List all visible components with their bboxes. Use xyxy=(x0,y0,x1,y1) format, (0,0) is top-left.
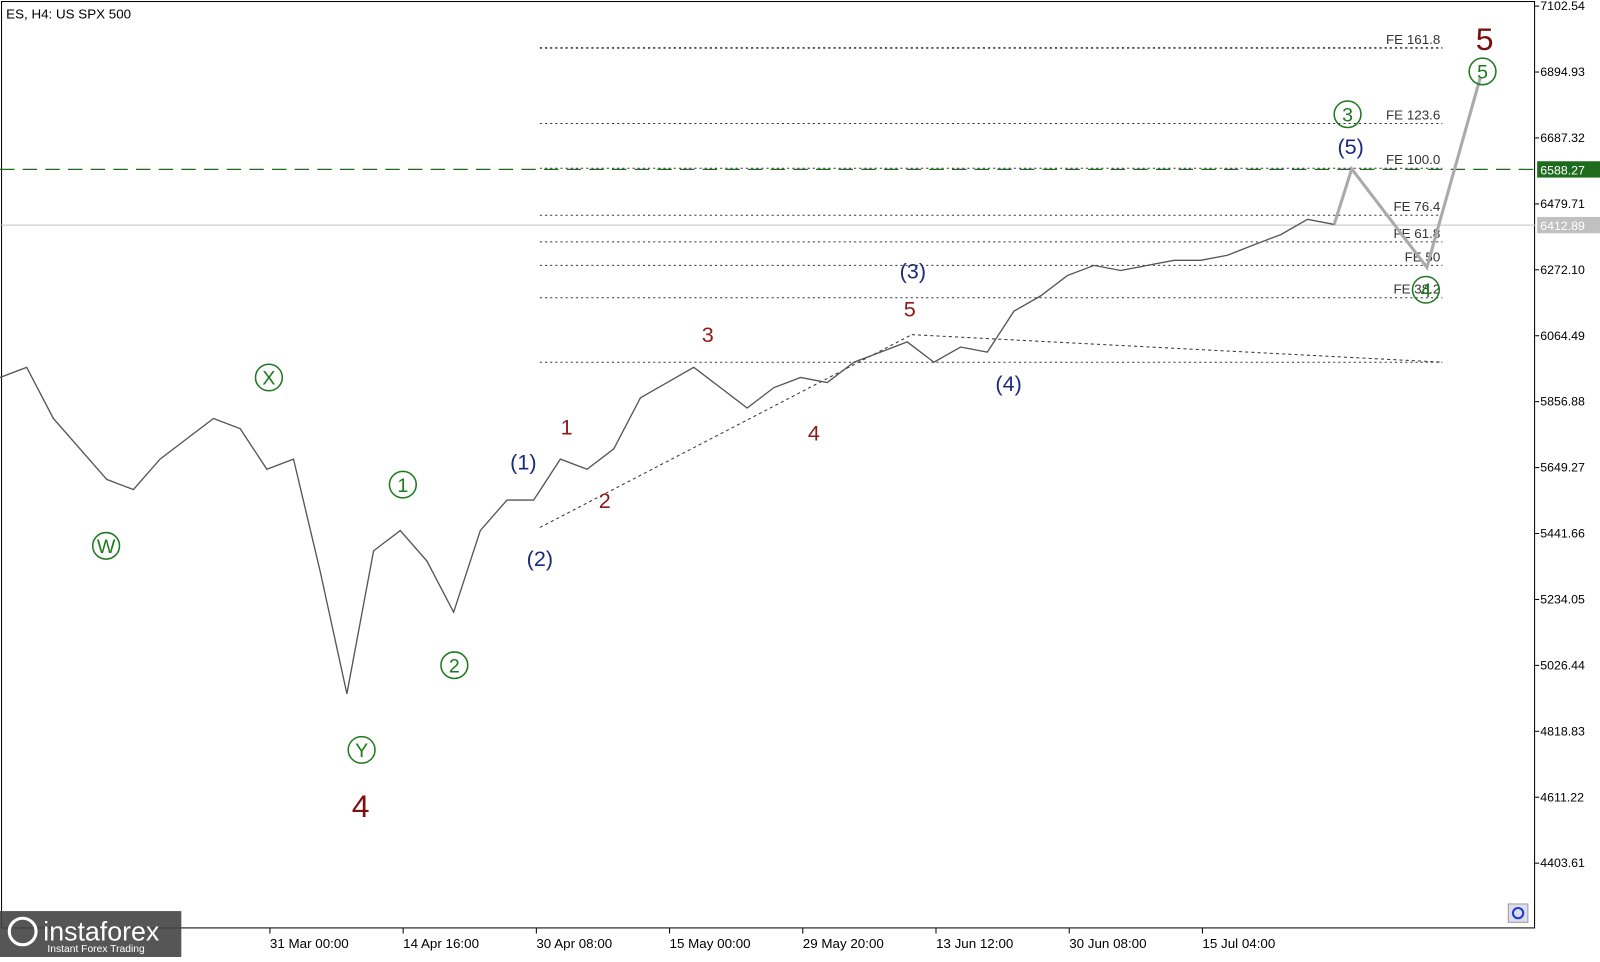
y-tick-label: 6272.10 xyxy=(1540,263,1585,277)
wave-circle xyxy=(347,735,376,764)
y-tick-label: 5441.66 xyxy=(1540,527,1585,541)
y-tick-label: 6894.93 xyxy=(1540,65,1585,79)
x-tick-label: 15 May 00:00 xyxy=(670,936,751,951)
wave-label: 1 xyxy=(397,475,408,497)
wave-label: 5 xyxy=(904,297,916,321)
current-price-box xyxy=(1537,216,1600,234)
wave-label: (4) xyxy=(995,372,1021,396)
x-tick-label: 13 Jun 12:00 xyxy=(936,936,1013,951)
logo: instaforex Instant Forex Trading xyxy=(0,911,182,957)
y-tick-label: 4611.22 xyxy=(1540,790,1584,804)
current-price-label: 6412.89 xyxy=(1540,219,1585,233)
wave-label: 2 xyxy=(599,489,611,513)
y-tick-label: 5856.88 xyxy=(1540,395,1585,409)
wave-label: 4 xyxy=(808,422,820,446)
x-tick-label: 31 Mar 00:00 xyxy=(270,936,349,951)
logo-name: instaforex xyxy=(43,917,160,947)
wave-label: (1) xyxy=(510,450,536,474)
wave-circle xyxy=(254,363,284,392)
projection-path xyxy=(1332,76,1482,271)
wave-label: 5 xyxy=(1476,21,1494,57)
wave-label: X xyxy=(262,368,275,390)
chart-title: ES, H4: US SPX 500 xyxy=(6,6,131,21)
corner-icon xyxy=(1507,903,1529,923)
wave-circle xyxy=(1468,57,1497,86)
fe-label: FE 100.0 xyxy=(1386,152,1440,167)
x-tick-label: 15 Jul 04:00 xyxy=(1202,936,1275,951)
x-tick-label: 30 Apr 08:00 xyxy=(536,936,612,951)
fe-label: FE 76.4 xyxy=(1393,199,1440,214)
wave-label: 2 xyxy=(449,655,460,677)
y-tick-label: 5026.44 xyxy=(1540,659,1585,673)
wave-circle xyxy=(1333,100,1362,129)
target-price-box xyxy=(1537,161,1600,178)
corner-icon xyxy=(1511,907,1525,920)
x-tick-label: 29 May 20:00 xyxy=(803,936,884,951)
y-tick-label: 6479.71 xyxy=(1540,197,1585,211)
wave-circle xyxy=(388,470,417,499)
y-tick-label: 5649.27 xyxy=(1540,461,1585,475)
target-price-label: 6588.27 xyxy=(1540,164,1585,178)
plot-frame xyxy=(1,1,1536,929)
wave-label: 5 xyxy=(1477,62,1488,84)
wave-circle xyxy=(91,531,121,560)
trend-line xyxy=(911,334,1443,363)
x-tick-label: 14 Apr 16:00 xyxy=(403,936,479,951)
wave-label: 4 xyxy=(352,788,370,824)
x-tick-label: 30 Jun 08:00 xyxy=(1069,936,1146,951)
wave-circle xyxy=(1411,275,1441,304)
wave-label: (3) xyxy=(900,260,926,284)
wave-label: Y xyxy=(355,740,368,762)
trend-line xyxy=(539,334,913,528)
wave-label: 1 xyxy=(561,416,573,440)
wave-label: 3 xyxy=(1342,104,1353,126)
fe-label: FE 38.2 xyxy=(1393,282,1440,297)
wave-label: 4 xyxy=(1420,280,1431,302)
logo-tagline: Instant Forex Trading xyxy=(47,944,145,955)
logo-icon xyxy=(7,916,38,947)
fe-label: FE 161.8 xyxy=(1386,32,1440,47)
wave-label: 3 xyxy=(702,323,714,347)
y-tick-label: 6687.32 xyxy=(1540,131,1585,145)
y-tick-label: 6064.49 xyxy=(1540,329,1585,343)
fe-label: FE 123.6 xyxy=(1386,107,1440,122)
y-tick-label: 7102.54 xyxy=(1540,0,1585,13)
wave-circle xyxy=(440,651,469,680)
price-line xyxy=(0,218,1335,694)
y-tick-label: 4818.83 xyxy=(1540,724,1585,738)
y-tick-label: 5234.05 xyxy=(1540,593,1585,607)
wave-label: (5) xyxy=(1337,135,1363,159)
wave-label: (2) xyxy=(527,547,553,571)
wave-label: W xyxy=(97,536,116,558)
y-tick-label: 4403.61 xyxy=(1540,856,1585,870)
